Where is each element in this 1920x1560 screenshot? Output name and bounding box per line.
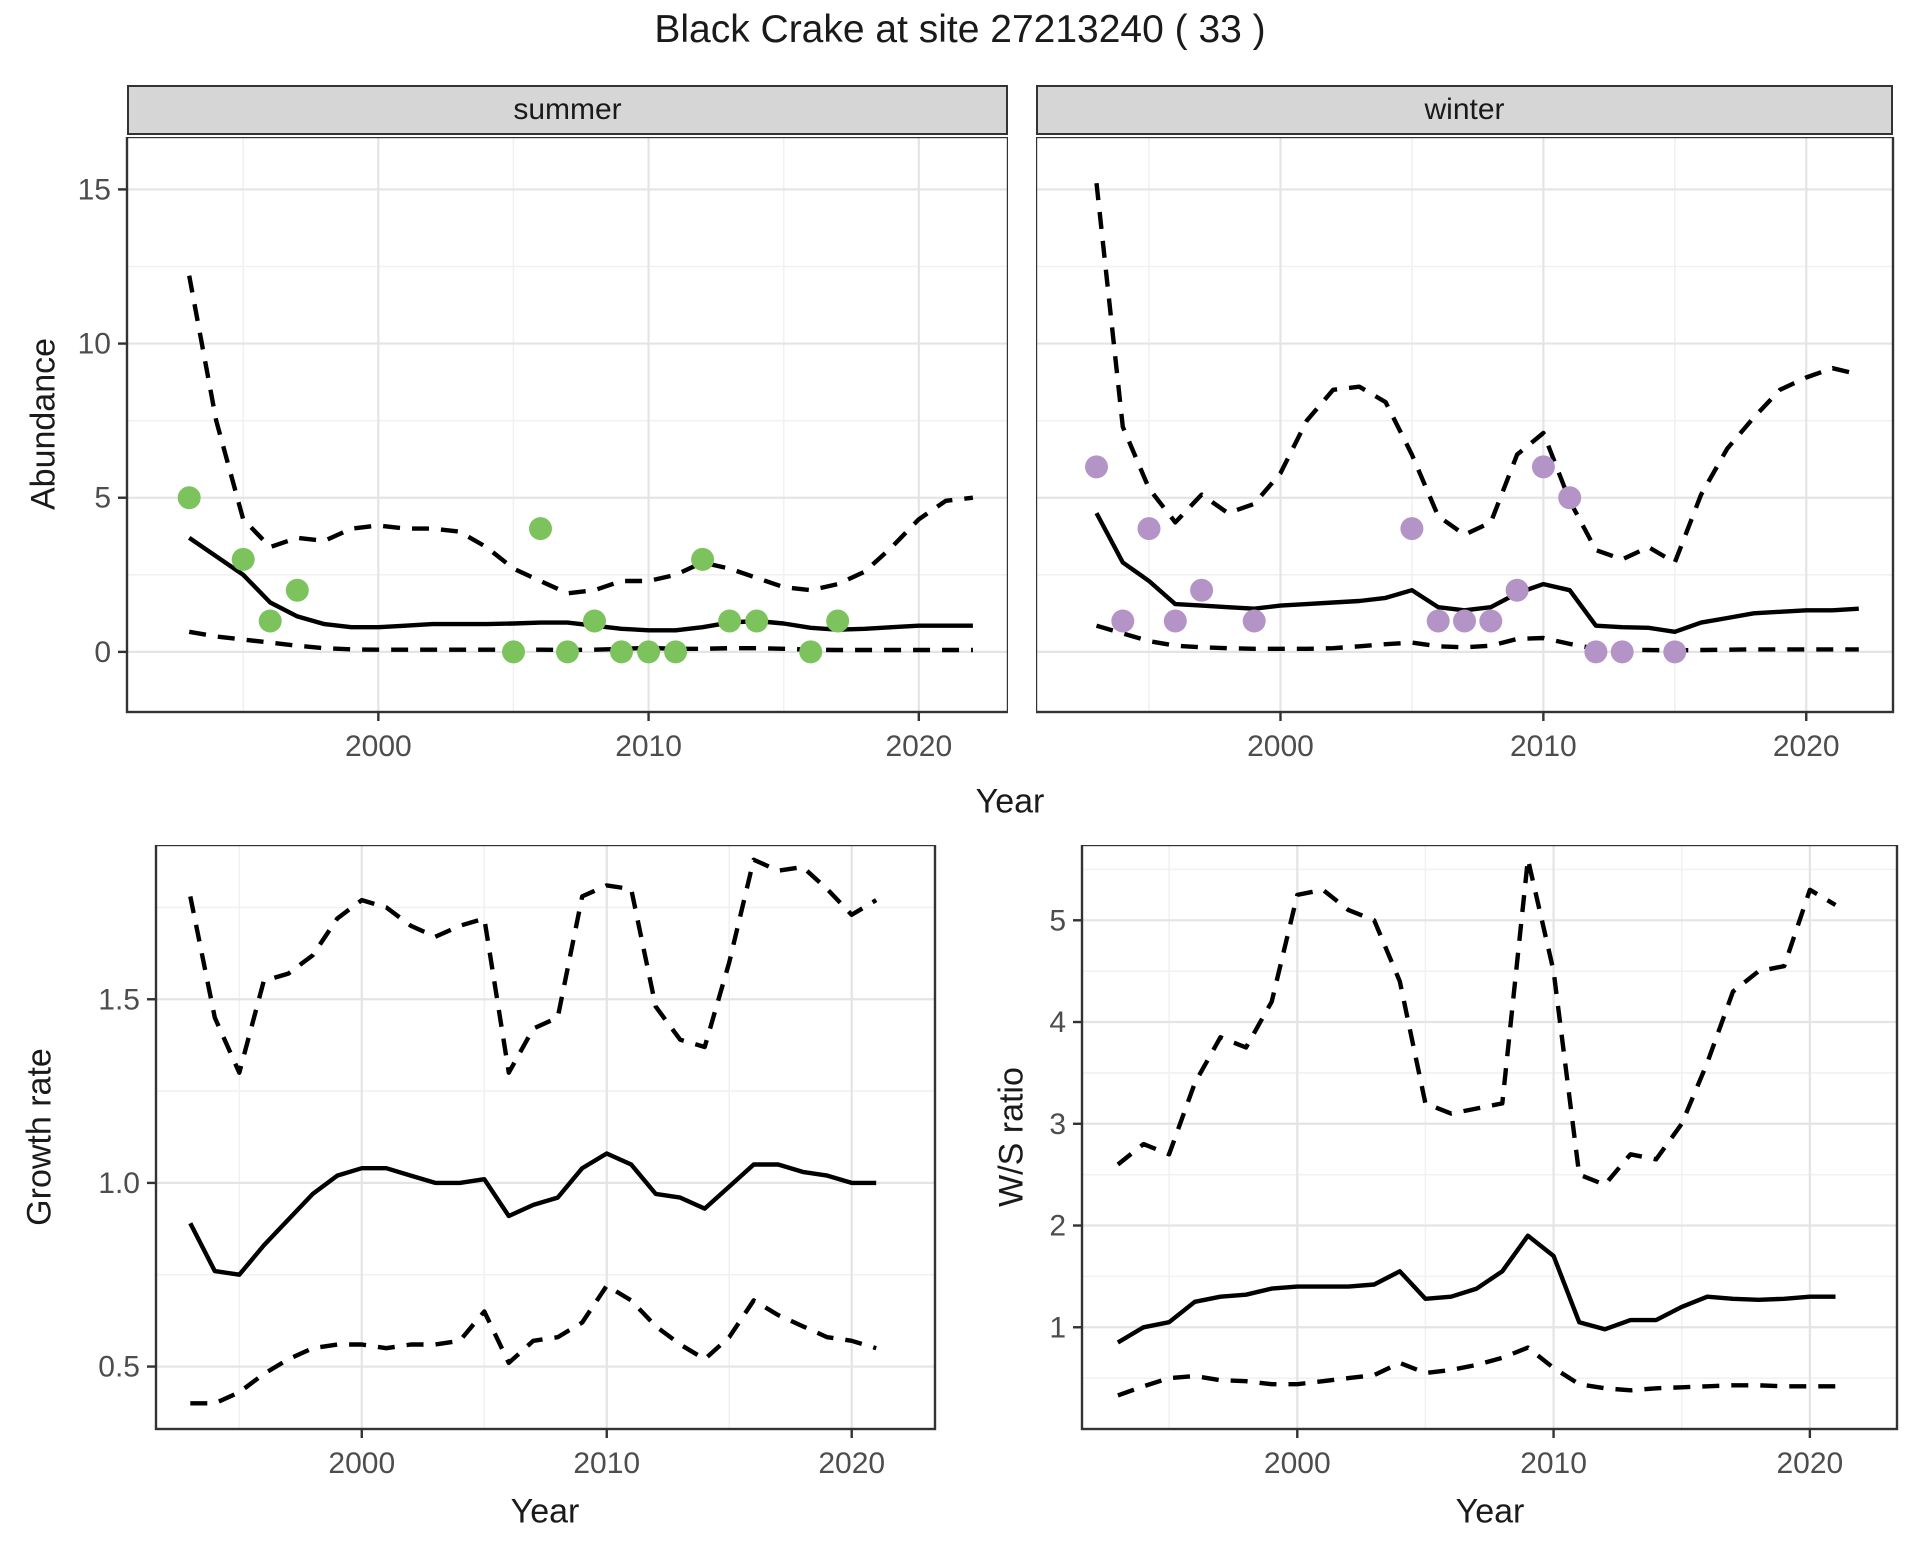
winter-observation-point xyxy=(1505,578,1529,602)
summer-observation-point xyxy=(177,486,201,510)
x-axis-title-year-bottom-right: Year xyxy=(1455,1492,1525,1531)
x-tick-label: 2000 xyxy=(1264,1447,1331,1480)
summer-observation-point xyxy=(610,640,633,664)
winter-observation-point xyxy=(1531,455,1555,479)
ws-ratio-chart: 2000 2010 2020 1 2 3 4 5 xyxy=(1049,845,1899,1480)
summer-observation-point xyxy=(583,609,606,633)
winter-observation-point xyxy=(1111,609,1135,633)
lower-ci-line xyxy=(188,629,973,653)
summer-observation-point xyxy=(691,547,715,571)
x-tick-label: 2000 xyxy=(1247,730,1314,763)
upper-ci-line xyxy=(187,275,974,596)
x-tick-label: 2000 xyxy=(328,1447,395,1480)
x-axis-title-year-top: Year xyxy=(975,782,1045,821)
fit-line xyxy=(1116,1233,1836,1345)
winter-observation-point xyxy=(1663,640,1687,664)
winter-observation-point xyxy=(1610,640,1634,664)
fit-line xyxy=(188,1151,877,1277)
x-tick-label: 2020 xyxy=(885,730,952,763)
abundance-winter-chart: 2000 2010 2020 xyxy=(1036,137,1895,763)
summer-observation-point xyxy=(258,609,282,633)
summer-observation-point xyxy=(664,640,688,664)
lower-ci-line xyxy=(1117,1345,1836,1398)
winter-observation-point xyxy=(1479,609,1503,633)
y-tick-label: 2 xyxy=(1049,1210,1066,1243)
winter-observation-point xyxy=(1190,578,1214,602)
summer-observation-point xyxy=(502,640,525,664)
winter-observation-point xyxy=(1163,609,1187,633)
panel-border xyxy=(125,137,1008,714)
summer-observation-point xyxy=(826,609,850,633)
x-axis-title-year-bottom-left: Year xyxy=(510,1492,580,1531)
growth-rate-chart: 2000 2010 2020 0.5 1.0 1.5 xyxy=(98,845,937,1480)
panel-background xyxy=(156,845,935,1429)
summer-observation-point xyxy=(637,640,661,664)
y-tick-label: 1.0 xyxy=(98,1167,140,1200)
y-axis-title-ws-ratio: W/S ratio xyxy=(992,1067,1031,1207)
winter-observation-point xyxy=(1426,609,1450,633)
x-tick-label: 2000 xyxy=(345,730,412,763)
x-tick-label: 2010 xyxy=(615,730,682,763)
y-tick-label: 15 xyxy=(78,173,111,206)
abundance-summer-chart: 2000 2010 2020 0 5 10 15 xyxy=(78,137,1008,763)
winter-observation-point xyxy=(1242,609,1266,633)
y-tick-label: 10 xyxy=(78,328,111,361)
upper-ci-line xyxy=(188,857,878,1075)
facet-strip-summer-label: summer xyxy=(513,93,622,126)
lower-ci-line xyxy=(190,1283,877,1406)
y-tick-label: 0.5 xyxy=(98,1351,140,1384)
summer-observation-point xyxy=(799,640,823,664)
winter-observation-point xyxy=(1400,517,1424,541)
summer-observation-point xyxy=(718,609,742,633)
y-tick-label: 1.5 xyxy=(98,983,140,1016)
x-tick-label: 2020 xyxy=(818,1447,885,1480)
fit-line xyxy=(1094,512,1859,634)
x-tick-label: 2010 xyxy=(1520,1447,1587,1480)
y-tick-label: 5 xyxy=(1049,904,1066,937)
chart-title: Black Crake at site 27213240 ( 33 ) xyxy=(654,8,1266,51)
y-axis-title-growth-rate: Growth rate xyxy=(20,1048,59,1226)
lower-ci-line xyxy=(1095,623,1859,653)
summer-observation-point xyxy=(745,609,769,633)
facet-strip-winter-label: winter xyxy=(1424,93,1505,126)
facet-strip-winter: winter xyxy=(1036,85,1893,135)
upper-ci-line xyxy=(1094,182,1860,565)
panel-background xyxy=(1082,845,1897,1429)
winter-observation-point xyxy=(1584,640,1608,664)
winter-observation-point xyxy=(1085,455,1108,479)
upper-ci-line xyxy=(1116,857,1837,1187)
x-tick-label: 2020 xyxy=(1776,1447,1843,1480)
x-tick-label: 2010 xyxy=(573,1447,640,1480)
panel-border xyxy=(1036,137,1895,714)
x-tick-label: 2010 xyxy=(1510,730,1577,763)
y-tick-label: 0 xyxy=(94,636,111,669)
y-tick-label: 3 xyxy=(1049,1108,1066,1141)
summer-observation-point xyxy=(231,547,255,571)
winter-observation-point xyxy=(1558,486,1582,510)
panel-border xyxy=(154,845,937,1431)
summer-observation-point xyxy=(285,578,309,602)
summer-observation-point xyxy=(556,640,579,664)
panel-border xyxy=(1080,845,1899,1431)
y-tick-label: 1 xyxy=(1049,1311,1066,1344)
y-tick-label: 4 xyxy=(1049,1006,1066,1039)
winter-observation-point xyxy=(1137,517,1161,541)
x-tick-label: 2020 xyxy=(1773,730,1840,763)
y-tick-label: 5 xyxy=(94,482,111,515)
winter-observation-point xyxy=(1453,609,1476,633)
facet-strip-summer: summer xyxy=(127,85,1008,135)
panel-background xyxy=(127,137,1008,712)
summer-observation-point xyxy=(529,517,552,541)
y-axis-title-abundance: Abundance xyxy=(24,337,63,511)
